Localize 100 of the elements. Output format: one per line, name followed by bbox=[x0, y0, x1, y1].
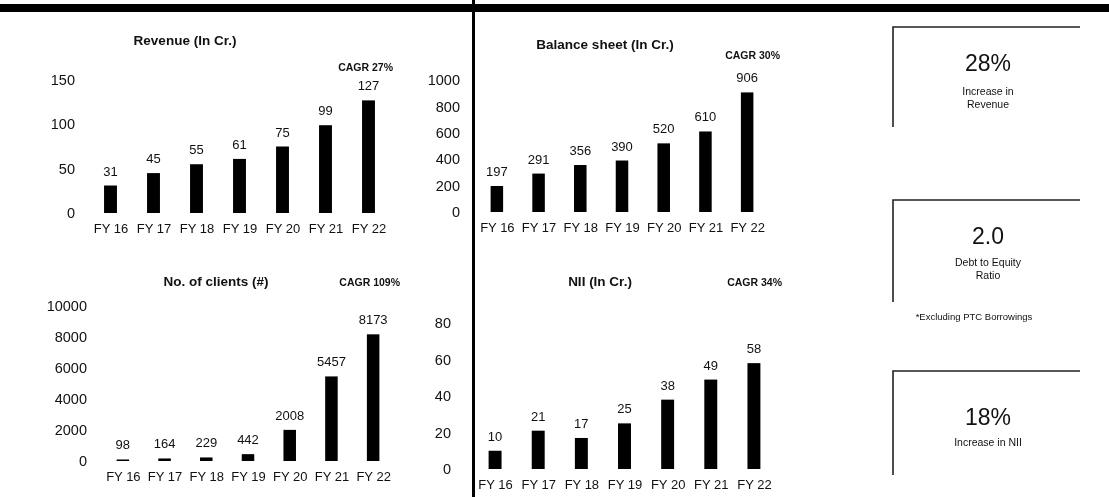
data-label: 38 bbox=[660, 377, 675, 393]
bar bbox=[532, 173, 545, 212]
data-label: 31 bbox=[103, 163, 118, 179]
y-tick-label: 10000 bbox=[46, 298, 87, 315]
data-label: 8173 bbox=[358, 312, 388, 328]
x-tick-label: FY 21 bbox=[308, 221, 344, 237]
bar bbox=[531, 430, 545, 469]
x-tick-label: FY 22 bbox=[730, 220, 765, 236]
text: CAGR 34% bbox=[727, 276, 783, 288]
data-label: 17 bbox=[574, 415, 589, 431]
bar bbox=[574, 165, 587, 212]
x-tick-label: FY 17 bbox=[521, 220, 557, 236]
x-tick-label: FY 16 bbox=[480, 220, 515, 236]
bar bbox=[283, 429, 296, 461]
bar bbox=[325, 376, 338, 461]
bar bbox=[147, 173, 160, 213]
x-tick-label: FY 19 bbox=[222, 221, 258, 237]
x-tick-label: FY 16 bbox=[93, 221, 129, 237]
bar bbox=[276, 146, 289, 213]
bar bbox=[200, 457, 213, 461]
x-tick-label: FY 17 bbox=[136, 221, 172, 237]
text: Debt to Equity Ratio bbox=[955, 256, 1022, 282]
bar bbox=[615, 160, 629, 212]
bar bbox=[488, 450, 502, 469]
x-tick-label: FY 17 bbox=[147, 469, 183, 485]
y-tick-label: 2000 bbox=[54, 422, 87, 439]
data-label: 75 bbox=[275, 124, 290, 140]
y-tick-label: 1000 bbox=[427, 72, 460, 89]
bar bbox=[740, 92, 754, 212]
y-tick-label: 800 bbox=[435, 98, 460, 115]
x-tick-label: FY 22 bbox=[737, 477, 772, 493]
y-tick-label: 8000 bbox=[54, 329, 87, 346]
data-label: 610 bbox=[694, 109, 717, 125]
data-label: 197 bbox=[486, 164, 508, 179]
text: CAGR 30% bbox=[725, 49, 781, 61]
text: 2.0 bbox=[972, 223, 1004, 249]
bar bbox=[366, 334, 380, 461]
chart-title: NII (In Cr.) bbox=[568, 274, 632, 289]
bar bbox=[233, 158, 246, 213]
y-tick-label: 0 bbox=[78, 453, 87, 470]
data-label: 390 bbox=[611, 138, 633, 154]
x-tick-label: FY 22 bbox=[351, 221, 387, 237]
chart-title: Revenue (In Cr.) bbox=[133, 33, 237, 48]
y-tick-label: 80 bbox=[434, 315, 451, 332]
y-tick-label: 400 bbox=[435, 151, 460, 168]
y-tick-label: 0 bbox=[451, 204, 460, 221]
bar bbox=[704, 379, 718, 469]
data-label: 164 bbox=[153, 436, 176, 452]
x-tick-label: FY 20 bbox=[650, 477, 686, 493]
x-tick-label: FY 20 bbox=[646, 220, 682, 236]
text: 18% bbox=[964, 404, 1012, 430]
y-tick-label: 600 bbox=[435, 124, 460, 141]
bar bbox=[618, 423, 631, 469]
y-tick-label: 200 bbox=[435, 177, 460, 194]
y-tick-label: 20 bbox=[434, 424, 451, 441]
y-tick-label: 0 bbox=[66, 205, 75, 222]
bar bbox=[661, 399, 675, 469]
x-tick-label: FY 16 bbox=[106, 469, 141, 485]
data-label: 442 bbox=[237, 432, 259, 448]
x-tick-label: FY 21 bbox=[694, 477, 729, 493]
data-label: 520 bbox=[652, 121, 675, 137]
data-label: 356 bbox=[569, 143, 592, 159]
text: Increase in Revenue bbox=[962, 85, 1014, 111]
bar bbox=[190, 164, 203, 213]
y-tick-label: 50 bbox=[58, 160, 75, 177]
data-label: 99 bbox=[318, 103, 333, 119]
data-label: 25 bbox=[617, 401, 632, 417]
x-tick-label: FY 19 bbox=[607, 477, 643, 493]
bar bbox=[319, 125, 332, 213]
x-tick-label: FY 20 bbox=[265, 221, 301, 237]
y-tick-label: 150 bbox=[50, 72, 75, 89]
bar bbox=[657, 143, 670, 212]
data-label: 58 bbox=[746, 341, 762, 357]
data-label: 10 bbox=[487, 428, 503, 444]
x-tick-label: FY 17 bbox=[521, 477, 556, 493]
x-tick-label: FY 18 bbox=[189, 469, 225, 485]
x-tick-label: FY 16 bbox=[478, 477, 513, 493]
data-label: 906 bbox=[736, 70, 758, 86]
text: CAGR 109% bbox=[339, 276, 401, 288]
data-label: 2008 bbox=[275, 407, 305, 423]
bar bbox=[747, 363, 761, 469]
bar bbox=[104, 185, 117, 213]
bar bbox=[362, 100, 375, 213]
text: 28% bbox=[964, 50, 1012, 76]
y-tick-label: 60 bbox=[434, 351, 451, 368]
text: *Excluding PTC Borrowings bbox=[915, 311, 1033, 322]
x-tick-label: FY 22 bbox=[356, 469, 391, 485]
y-tick-label: 40 bbox=[434, 388, 451, 405]
data-label: 61 bbox=[232, 136, 247, 152]
data-label: 5457 bbox=[316, 354, 346, 370]
data-label: 98 bbox=[115, 437, 131, 453]
bar bbox=[158, 458, 171, 461]
data-label: 21 bbox=[530, 408, 546, 424]
x-tick-label: FY 18 bbox=[563, 220, 599, 236]
data-label: 229 bbox=[195, 435, 218, 451]
data-label: 45 bbox=[146, 151, 161, 167]
y-tick-label: 4000 bbox=[54, 391, 87, 408]
x-tick-label: FY 19 bbox=[231, 469, 266, 485]
bar bbox=[699, 131, 712, 212]
x-tick-label: FY 21 bbox=[314, 469, 350, 485]
